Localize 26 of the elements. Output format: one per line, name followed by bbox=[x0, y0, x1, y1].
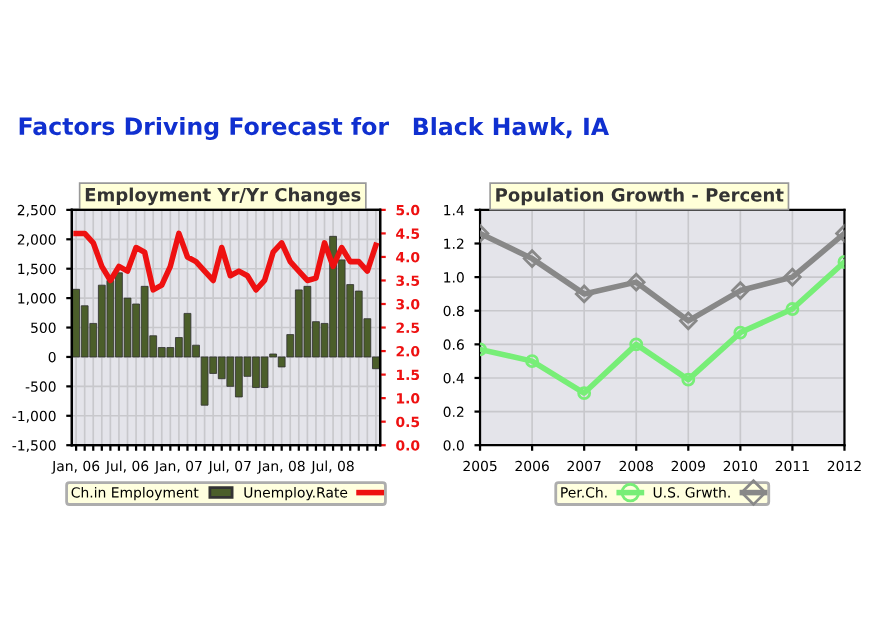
point bbox=[785, 302, 800, 316]
point bbox=[525, 354, 540, 369]
bar bbox=[303, 285, 312, 358]
chart-title: Population Growth - Percent bbox=[496, 187, 784, 206]
bar bbox=[354, 290, 363, 358]
point bbox=[681, 372, 696, 387]
bar bbox=[294, 289, 303, 358]
line-series bbox=[73, 230, 379, 293]
point bbox=[577, 386, 592, 401]
point bbox=[574, 284, 594, 304]
text: Black Hawk, IA bbox=[413, 117, 609, 139]
point bbox=[626, 272, 646, 292]
bar bbox=[106, 280, 115, 358]
chart-title: Employment Yr/Yr Changes bbox=[85, 187, 361, 206]
bar bbox=[260, 356, 269, 388]
bar bbox=[217, 356, 226, 380]
point bbox=[522, 249, 542, 268]
point bbox=[679, 311, 698, 331]
text: Factors Driving Forecast for bbox=[19, 116, 389, 140]
bar bbox=[140, 285, 149, 358]
point bbox=[783, 267, 802, 287]
point bbox=[629, 337, 644, 352]
point bbox=[731, 281, 750, 300]
bar bbox=[183, 313, 192, 358]
bar bbox=[97, 284, 106, 358]
point bbox=[733, 325, 748, 340]
